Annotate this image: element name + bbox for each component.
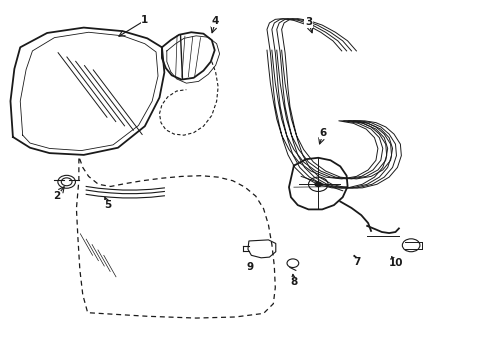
Text: 7: 7 [354, 257, 361, 267]
Text: 1: 1 [141, 15, 148, 26]
Text: 9: 9 [246, 262, 253, 272]
Text: 10: 10 [389, 258, 404, 268]
Text: 8: 8 [290, 277, 297, 287]
Text: 6: 6 [319, 129, 327, 138]
Text: 2: 2 [53, 191, 60, 201]
Circle shape [315, 181, 322, 187]
Text: 5: 5 [104, 200, 112, 210]
Text: 3: 3 [305, 17, 312, 27]
Polygon shape [248, 240, 276, 258]
Text: 4: 4 [212, 17, 220, 27]
